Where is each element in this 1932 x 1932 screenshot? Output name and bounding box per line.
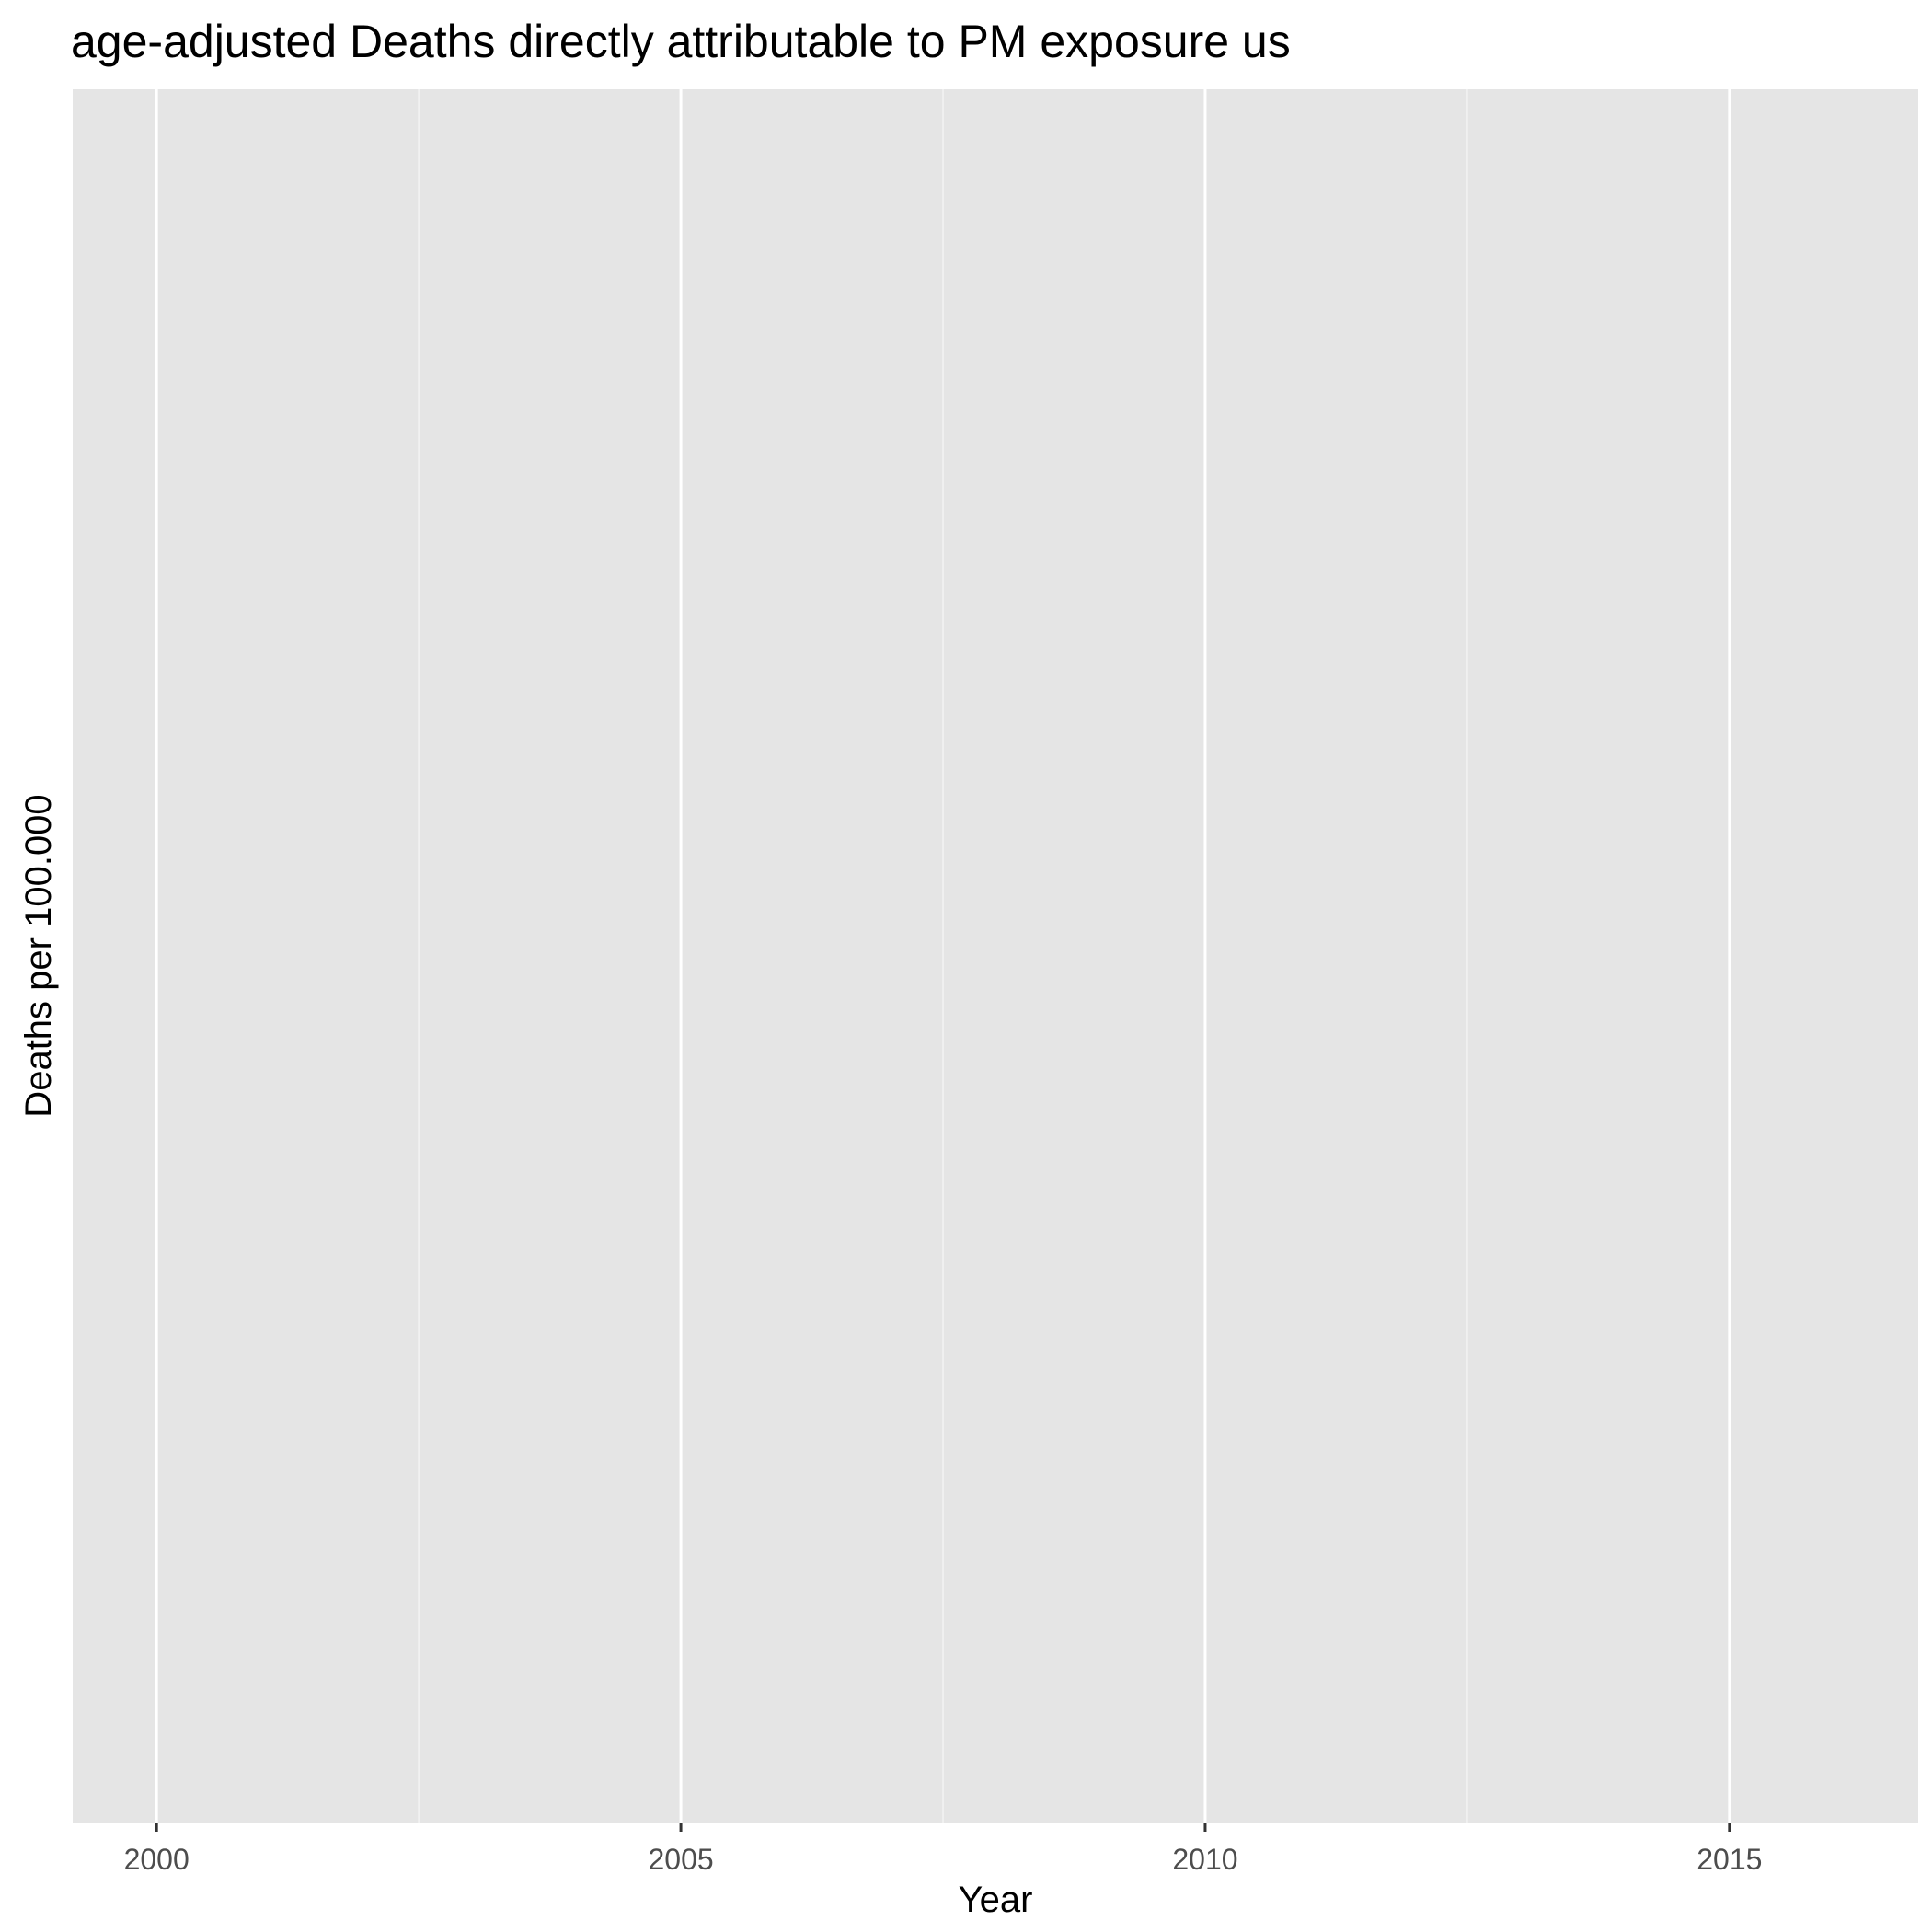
x-tick-label-2000: 2000 <box>124 1843 190 1876</box>
x-axis-ticks <box>155 1823 1731 1832</box>
x-tick-label-2015: 2015 <box>1696 1843 1762 1876</box>
minor-gridlines <box>418 89 1468 1823</box>
x-tick-label-2010: 2010 <box>1172 1843 1237 1876</box>
plot-panel <box>73 89 1918 1823</box>
chart-title: age-adjusted Deaths directly attributabl… <box>71 16 1291 67</box>
x-axis-title: Year <box>959 1880 1033 1920</box>
y-axis-title: Deaths per 100.000 <box>18 794 59 1117</box>
x-axis-tick-labels: 2000 2005 2010 2015 <box>124 1843 1763 1876</box>
major-gridlines <box>155 89 1731 1823</box>
x-tick-label-2005: 2005 <box>648 1843 713 1876</box>
